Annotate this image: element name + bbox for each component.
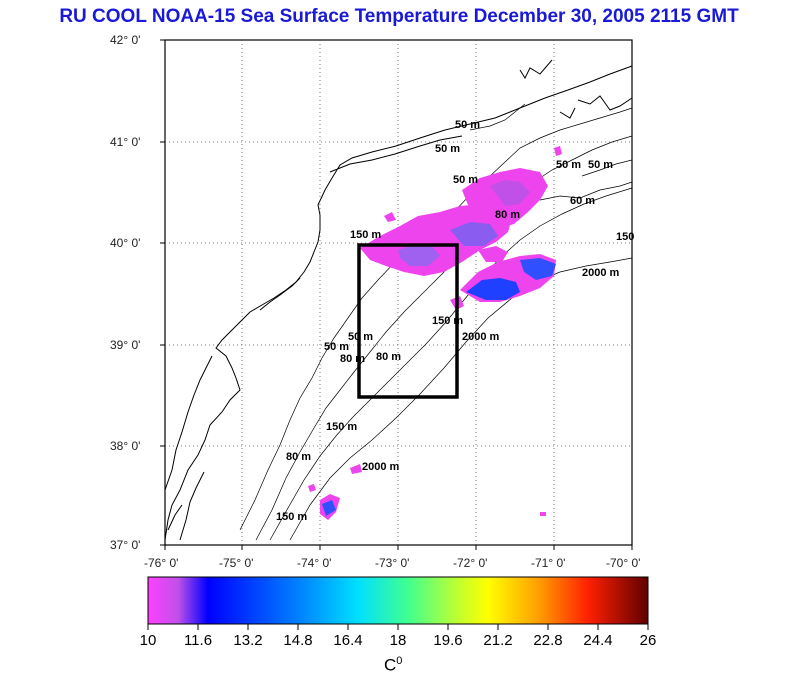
colorbar-tick: 16.4	[333, 632, 363, 649]
contour-label: 2000 m	[462, 331, 500, 343]
lat-label: 40° 0'	[110, 236, 140, 250]
lon-label: -72° 0'	[453, 556, 487, 570]
contour-label: 150 m	[350, 229, 381, 241]
colorbar-tick: 22.8	[533, 632, 563, 649]
contour-label: 80 m	[376, 351, 401, 363]
units-text: C	[384, 655, 397, 675]
lon-label: -70° 0'	[606, 556, 640, 570]
colorbar-tick: 26	[639, 632, 657, 649]
lon-label: -71° 0'	[531, 556, 565, 570]
contour-label: 60 m	[570, 195, 595, 207]
graticule	[165, 40, 632, 545]
contour-label: 2000 m	[362, 461, 400, 473]
contour-label: 150	[616, 231, 634, 243]
contour-label: 80 m	[340, 353, 365, 365]
latitude-labels: 42° 0' 41° 0' 40° 0' 39° 0' 38° 0' 37° 0…	[110, 33, 140, 552]
lon-label: -75° 0'	[219, 556, 253, 570]
contour-labels: 50 m 50 m 50 m 50 m 50 m 60 m 80 m 150 2…	[276, 119, 634, 523]
units-superscript: 0	[396, 655, 403, 667]
colorbar-tick: 24.4	[583, 632, 613, 649]
colorbar-gradient	[147, 576, 649, 625]
colorbar-tick: 11.6	[183, 632, 213, 649]
lon-label: -74° 0'	[297, 556, 331, 570]
contour-label: 150 m	[276, 511, 307, 523]
contour-label: 50 m	[556, 159, 581, 171]
contour-label: 50 m	[453, 174, 478, 186]
lon-label: -76° 0'	[144, 556, 178, 570]
colorbar-tick: 19.6	[433, 632, 463, 649]
lon-label: -73° 0'	[375, 556, 409, 570]
colorbar-tick: 14.8	[283, 632, 313, 649]
contour-label: 50 m	[324, 341, 349, 353]
contour-label: 150 m	[326, 421, 357, 433]
contour-label: 50 m	[348, 331, 373, 343]
sst-data-patches	[308, 146, 562, 520]
contour-label: 50 m	[435, 143, 460, 155]
colorbar-units: C0	[384, 655, 402, 676]
contour-label: 50 m	[455, 119, 480, 131]
lat-label: 39° 0'	[110, 338, 140, 352]
lat-label: 42° 0'	[110, 33, 140, 47]
contour-label: 80 m	[495, 209, 520, 221]
coastline	[164, 59, 633, 541]
colorbar-tick: 10	[139, 632, 157, 649]
contour-label: 80 m	[286, 451, 311, 463]
lat-label: 37° 0'	[110, 538, 140, 552]
lat-label: 38° 0'	[110, 439, 140, 453]
colorbar-tick: 21.2	[483, 632, 513, 649]
longitude-labels: -76° 0' -75° 0' -74° 0' -73° 0' -72° 0' …	[144, 556, 640, 570]
study-area-box	[357, 243, 459, 399]
page-title: RU COOL NOAA-15 Sea Surface Temperature …	[59, 6, 739, 27]
lat-label: 41° 0'	[110, 135, 140, 149]
contour-label: 150 m	[432, 315, 463, 327]
colorbar-tick: 18	[389, 632, 407, 649]
colorbar	[147, 576, 649, 630]
contour-label: 2000 m	[582, 267, 620, 279]
colorbar-tick: 13.2	[233, 632, 263, 649]
contour-label: 50 m	[588, 159, 613, 171]
